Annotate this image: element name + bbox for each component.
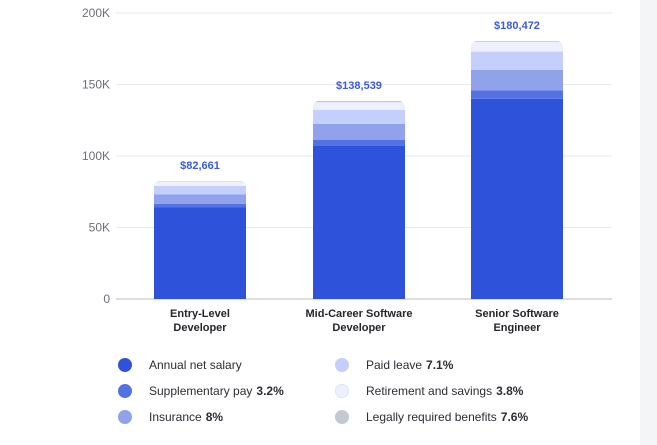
legend-percentage: 3.2% [256,384,284,398]
legend-label: Supplementary pay [149,384,253,398]
legend-percentage: 3.8% [496,384,524,398]
x-tick-label: Mid-Career Software [306,308,413,320]
bar-segment-annual-net-salary [154,207,246,299]
y-tick-label: 200K [82,6,110,20]
legend-item: Annual net salary [118,358,242,372]
bar-segment-retirement-and-savings [154,181,246,186]
bar-segment-legally-required-benefits [313,100,405,103]
bar-segment-paid-leave [154,185,246,195]
legend-item: Insurance 8% [118,410,223,424]
bar-segment-legally-required-benefits [154,180,246,182]
bar-segment-insurance [471,69,563,91]
x-axis-ticks: Entry-Level Developer Mid-Career Software D… [170,308,559,334]
bar-segment-insurance [313,123,405,140]
x-tick-label: Developer [173,322,227,334]
bar-segment-paid-leave [471,51,563,70]
y-axis-ticks: 0 50K 100K 150K 200K [82,6,110,306]
total-label: $138,539 [336,80,382,92]
legend-item: Supplementary pay 3.2% [118,384,284,398]
y-tick-label: 150K [82,78,110,92]
bar-segment-annual-net-salary [313,145,405,299]
bar-segment-retirement-and-savings [471,41,563,52]
bar-stack [313,100,405,299]
bar-segment-insurance [154,194,246,204]
side-panel-edge [640,0,657,445]
legend-swatch [118,358,132,372]
y-tick-label: 0 [103,292,110,306]
bar-stack [154,180,246,299]
bar-segment-retirement-and-savings [313,102,405,110]
legend-item: Retirement and savings 3.8% [335,384,523,398]
bar-segment-paid-leave [313,109,405,124]
legend-item: Legally required benefits 7.6% [335,410,528,424]
legend-label: Retirement and savings [366,384,493,398]
bar-stack [471,40,563,299]
total-labels: $82,661 $138,539 $180,472 [180,20,540,172]
x-tick-label: Engineer [493,322,541,334]
x-tick-label: Developer [332,322,386,334]
legend-percentage: 8% [205,410,224,424]
legend-percentage: 7.6% [500,410,529,424]
legend-swatch [335,384,349,398]
legend-label: Legally required benefits [366,410,497,424]
y-tick-label: 50K [89,221,110,235]
legend-swatch [118,410,132,424]
legend-swatch [118,384,132,398]
total-label: $82,661 [180,160,220,172]
legend-swatch [335,410,349,424]
legend-label: Annual net salary [149,358,242,372]
y-tick-label: 100K [82,149,110,163]
bar-segment-supplementary-pay [154,203,246,208]
x-tick-label: Entry-Level [170,308,230,320]
legend-label: Insurance [149,410,202,424]
bars [154,40,563,299]
bar-segment-annual-net-salary [471,98,563,299]
legend-label: Paid leave [366,358,423,372]
chart: 0 50K 100K 150K 200K $82,661 $138,539 $180,472… [82,6,612,424]
bar-segment-supplementary-pay [313,139,405,146]
legend-swatch [335,358,349,372]
legend-percentage: 7.1% [426,358,454,372]
legend-item: Paid leave 7.1% [335,358,453,372]
x-tick-label: Senior Software [475,308,559,320]
total-label: $180,472 [494,20,540,32]
chart-svg: 0 50K 100K 150K 200K $82,661 $138,539 $180,472… [82,6,612,334]
bar-segment-legally-required-benefits [471,40,563,42]
bar-segment-supplementary-pay [471,90,563,99]
